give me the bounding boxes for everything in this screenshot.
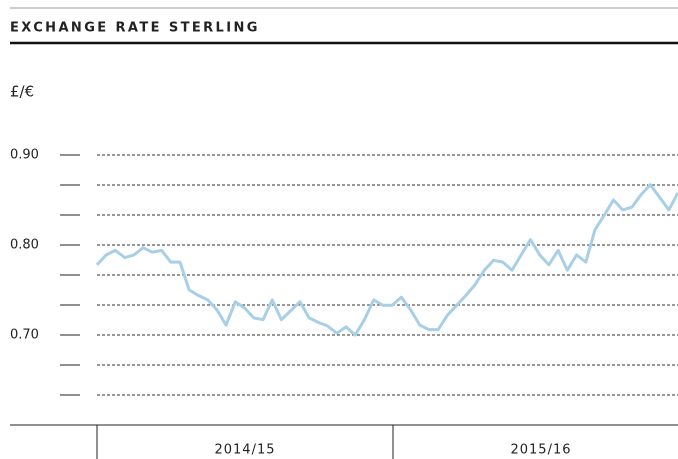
x-tick-label: 2015/16: [510, 443, 571, 458]
y-axis-label: £/€: [10, 83, 34, 101]
x-tick-label: 2014/15: [214, 443, 275, 458]
y-tick-label: 0.70: [10, 328, 39, 343]
chart-title: EXCHANGE RATE STERLING: [10, 21, 260, 36]
y-tick-label: 0.90: [10, 148, 39, 163]
line-series: [95, 183, 678, 337]
y-tick-label: 0.80: [10, 238, 39, 253]
